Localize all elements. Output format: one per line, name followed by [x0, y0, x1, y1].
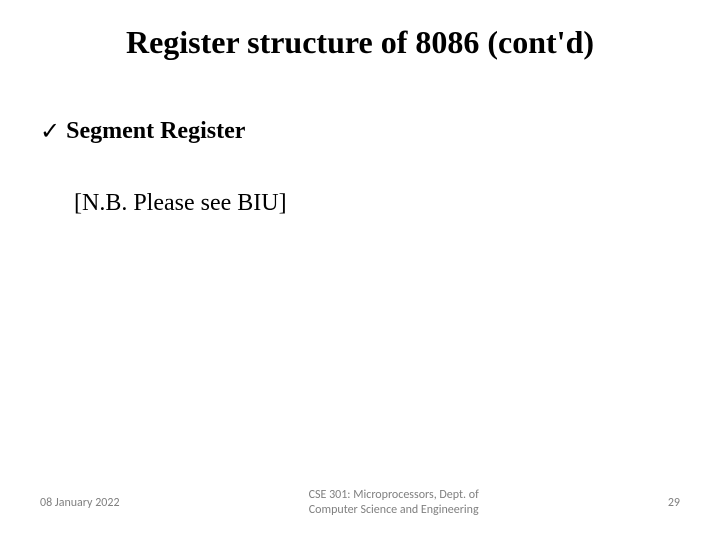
bullet-item: ✓ Segment Register: [40, 118, 245, 145]
footer-page-number: 29: [668, 496, 680, 510]
bullet-text: Segment Register: [66, 118, 245, 145]
checkmark-icon: ✓: [40, 120, 60, 144]
footer-center-line2: Computer Science and Engineering: [120, 503, 668, 518]
footer-date: 08 January 2022: [40, 496, 120, 510]
footer-center-line1: CSE 301: Microprocessors, Dept. of: [120, 488, 668, 503]
footer-center: CSE 301: Microprocessors, Dept. of Compu…: [120, 488, 668, 518]
body-text: [N.B. Please see BIU]: [74, 190, 287, 217]
slide-title: Register structure of 8086 (cont'd): [0, 24, 720, 61]
slide-footer: 08 January 2022 CSE 301: Microprocessors…: [0, 488, 720, 518]
slide: Register structure of 8086 (cont'd) ✓ Se…: [0, 0, 720, 540]
